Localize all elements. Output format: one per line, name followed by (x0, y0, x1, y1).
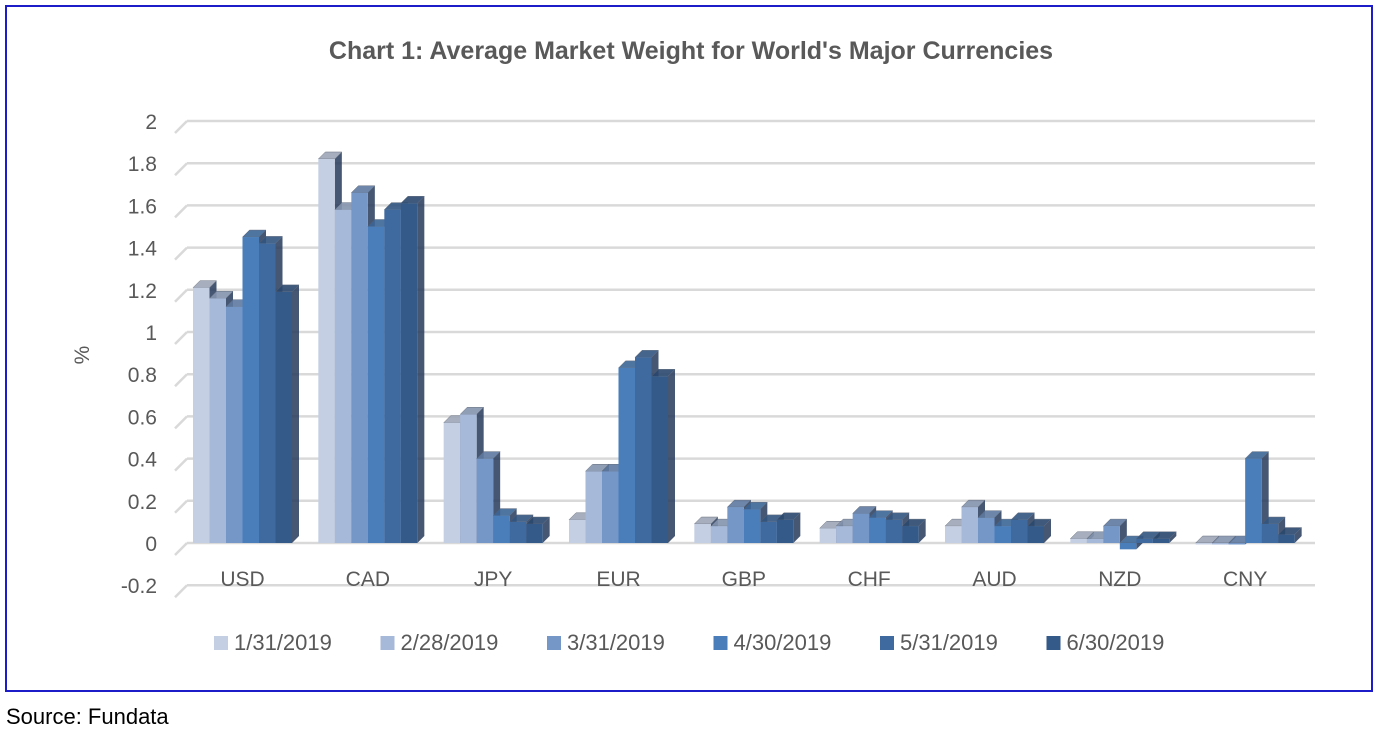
y-tick-label: -0.2 (121, 575, 157, 598)
gridline-depth (174, 162, 188, 177)
legend-swatch (713, 636, 728, 650)
x-tick-label: EUR (596, 568, 640, 591)
legend-swatch (880, 636, 894, 650)
bar-nzd-2 (1102, 518, 1128, 543)
legend-swatch (214, 636, 228, 650)
y-axis-label: % (71, 346, 94, 365)
gridline-depth (174, 542, 188, 556)
legend-label: 2/28/2019 (401, 630, 499, 655)
legend-label: 3/31/2019 (567, 630, 665, 655)
y-tick-label: 1.6 (128, 195, 157, 218)
legend-label: 1/31/2019 (234, 630, 332, 655)
bar-gbp-5 (776, 512, 801, 543)
gridline-depth (174, 204, 188, 219)
legend-item: 3/31/2019 (547, 630, 665, 655)
bar-cny-3 (1244, 451, 1270, 543)
x-tick-label: CNY (1223, 568, 1267, 591)
y-tick-label: 0.8 (128, 364, 157, 387)
legend-swatch (547, 636, 561, 650)
x-tick-label: CAD (346, 568, 390, 591)
gridline-depth (174, 457, 188, 472)
bar-cad-5 (400, 196, 425, 544)
bar-usd-5 (274, 284, 300, 543)
bar-chart: Chart 1: Average Market Weight for World… (71, 37, 1315, 655)
bar-chf-4 (885, 512, 910, 543)
y-tick-label: 0.6 (128, 406, 157, 429)
gridline-depth (174, 499, 188, 514)
bar-aud-5 (1026, 518, 1052, 543)
bar-jpy-5 (525, 516, 551, 543)
chart-title: Chart 1: Average Market Weight for World… (329, 37, 1053, 65)
legend-item: 5/31/2019 (880, 630, 998, 655)
gridline-depth (174, 584, 188, 599)
gridline-depth (174, 246, 188, 261)
legend-item: 4/30/2019 (713, 630, 832, 655)
gridline-depth (174, 331, 188, 345)
legend-item: 6/30/2019 (1046, 630, 1165, 655)
legend-swatch (1046, 636, 1061, 650)
x-tick-label: NZD (1098, 568, 1141, 591)
y-tick-label: 0.4 (128, 449, 158, 472)
x-tick-label: JPY (474, 568, 513, 591)
legend-swatch (380, 636, 395, 650)
gridline-depth (174, 120, 188, 134)
y-tick-label: 1.8 (128, 153, 157, 176)
bar-chf-5 (901, 518, 927, 543)
y-tick-label: 1.4 (128, 238, 158, 261)
x-tick-label: GBP (722, 568, 766, 591)
source-note: Source: Fundata (6, 704, 169, 729)
bar-cny-5 (1277, 527, 1303, 543)
legend-item: 2/28/2019 (380, 630, 499, 655)
x-tick-label: CHF (848, 568, 891, 591)
legend-label: 4/30/2019 (734, 630, 832, 655)
chart-frame: Chart 1: Average Market Weight for World… (5, 5, 1373, 692)
x-tick-label: USD (220, 568, 264, 591)
gridline-depth (174, 288, 188, 303)
legend-item: 1/31/2019 (214, 630, 332, 655)
legend-label: 5/31/2019 (900, 630, 998, 655)
y-tick-label: 0.2 (128, 491, 157, 514)
legend-label: 6/30/2019 (1067, 630, 1165, 655)
bar-nzd-5 (1152, 531, 1177, 543)
gridline-depth (174, 373, 188, 388)
y-tick-label: 1.2 (128, 280, 157, 303)
bar-eur-5 (650, 369, 676, 543)
y-tick-label: 0 (145, 533, 157, 556)
y-tick-label: 2 (145, 111, 157, 134)
gridline-depth (174, 415, 188, 430)
y-tick-label: 1 (145, 322, 157, 345)
x-tick-label: AUD (972, 568, 1016, 591)
